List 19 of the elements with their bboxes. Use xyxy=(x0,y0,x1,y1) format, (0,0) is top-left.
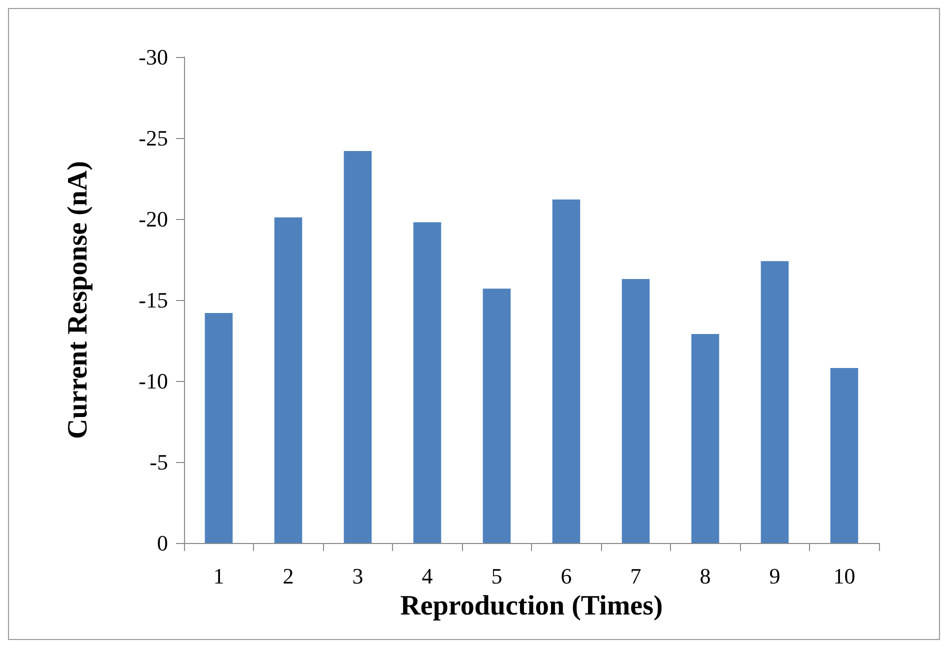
x-tick-label: 9 xyxy=(769,564,780,588)
x-tick-label: 10 xyxy=(833,564,856,588)
y-tick-label: -10 xyxy=(138,368,168,394)
x-tick-label: 2 xyxy=(282,564,294,588)
x-axis-title: Reproduction (Times) xyxy=(400,590,663,622)
x-tick-label: 7 xyxy=(630,564,642,588)
y-tick-label: -15 xyxy=(138,288,168,312)
y-tick-label: -30 xyxy=(138,44,168,70)
y-axis-title: Current Response (nA) xyxy=(62,161,94,439)
x-tick-label: 8 xyxy=(700,564,711,588)
x-tick-label: 5 xyxy=(491,564,502,588)
y-tick-label: 0 xyxy=(157,530,168,556)
y-tick-label: -20 xyxy=(138,206,168,232)
x-tick-label: 4 xyxy=(422,564,433,588)
x-tick-label: 6 xyxy=(560,564,572,588)
y-tick-label: -5 xyxy=(150,450,168,474)
x-tick-label: 3 xyxy=(352,564,364,588)
x-tick-label: 1 xyxy=(213,564,224,588)
y-tick-label: -25 xyxy=(138,126,168,150)
